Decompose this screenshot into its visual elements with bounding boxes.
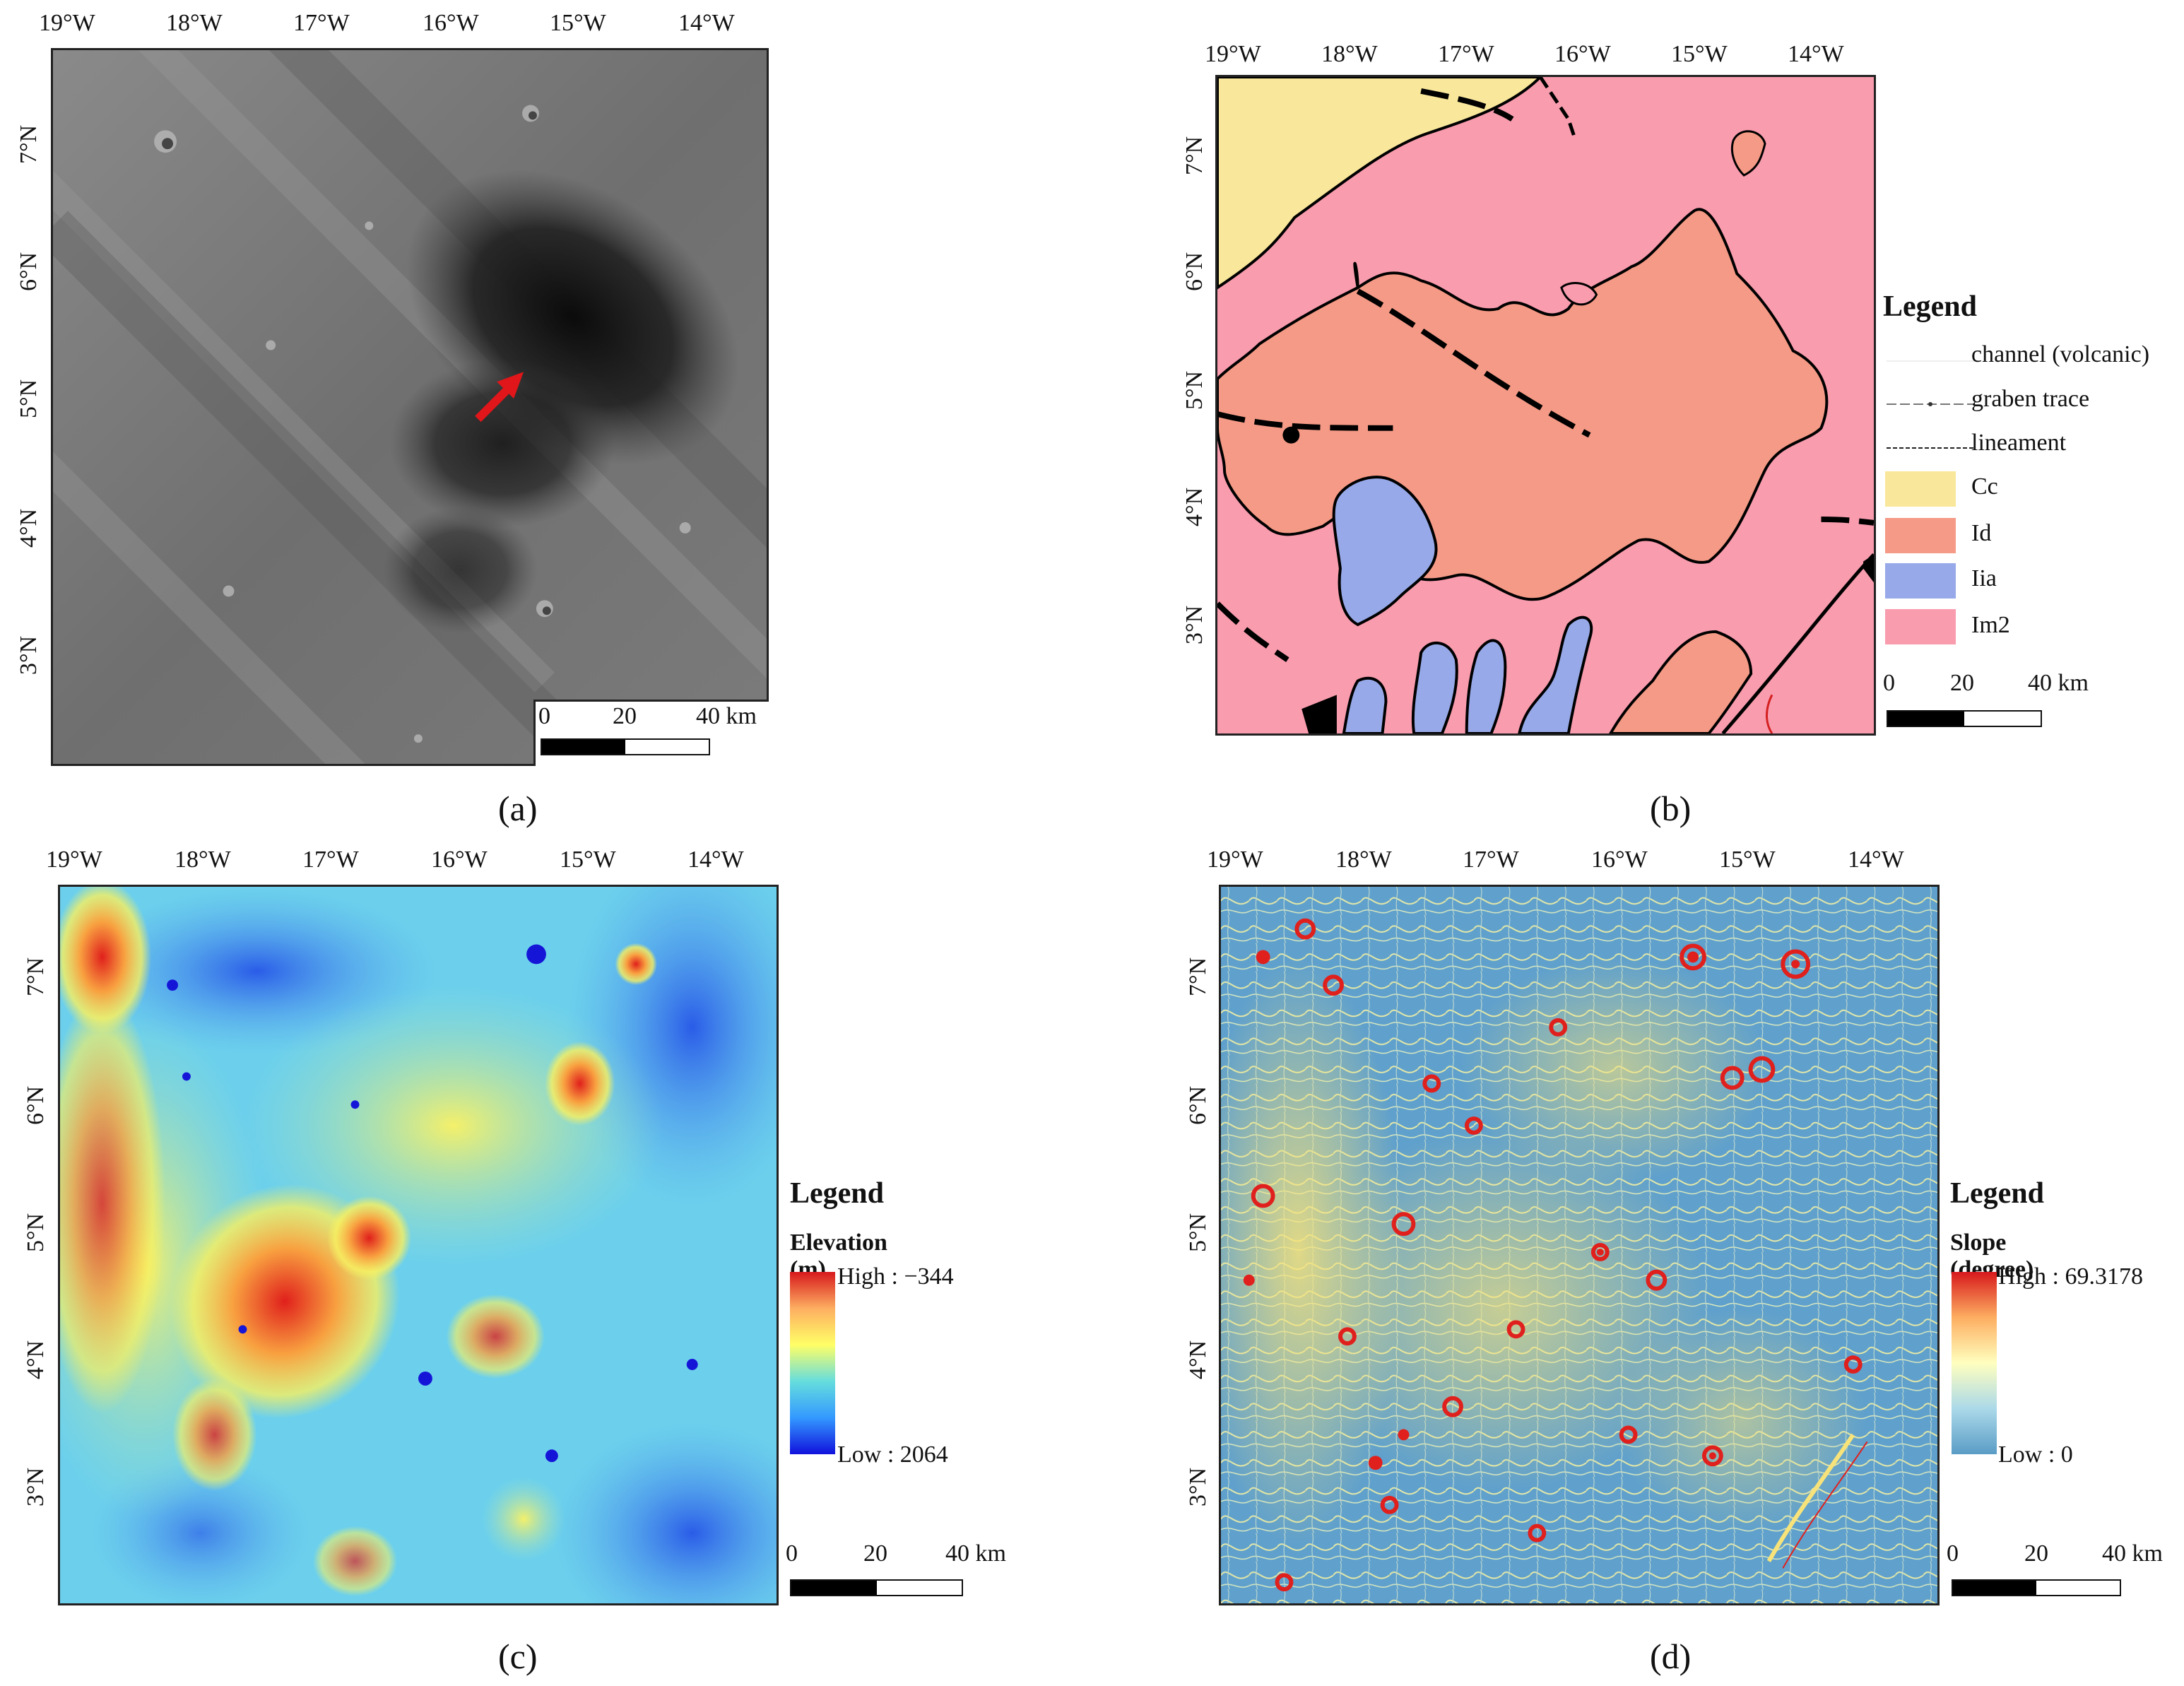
- lat-label: 4°N: [1181, 487, 1208, 526]
- scale-mid: 20: [863, 1540, 887, 1567]
- lat-label: 3°N: [1181, 605, 1208, 644]
- lon-label: 19°W: [46, 847, 102, 873]
- lat-label: 5°N: [1181, 370, 1208, 410]
- lon-label: 14°W: [687, 847, 744, 873]
- legend-high: High : −344: [837, 1263, 954, 1290]
- lat-label: 4°N: [16, 508, 42, 548]
- geologic-units-svg: [1217, 77, 1874, 733]
- lon-label: 16°W: [1591, 847, 1648, 873]
- lon-label: 17°W: [302, 847, 359, 873]
- scale-zero: 0: [786, 1540, 798, 1567]
- elevation-color-ramp: [790, 1272, 835, 1454]
- legend-line-graben: graben trace: [1971, 386, 2090, 412]
- elevation-raster: [60, 887, 777, 1603]
- scale-end: 40 km: [945, 1540, 1006, 1567]
- lat-label: 7°N: [1185, 957, 1211, 996]
- legend-line-lineament: lineament: [1971, 430, 2067, 456]
- graben-line-icon: [1887, 402, 1975, 406]
- legend-unit-im2: Im2: [1971, 612, 2010, 638]
- legend-title: Legend: [1883, 290, 1978, 323]
- scale-end: 40 km: [696, 703, 757, 729]
- lat-label: 7°N: [23, 957, 49, 996]
- lon-label: 18°W: [166, 10, 223, 36]
- scale-zero: 0: [1947, 1540, 1959, 1567]
- lat-label: 6°N: [23, 1085, 49, 1125]
- lon-label: 15°W: [1719, 847, 1776, 873]
- lon-label: 15°W: [1671, 41, 1728, 67]
- panel-a-image: [51, 48, 769, 766]
- scale-zero: 0: [1883, 670, 1895, 696]
- lat-label: 6°N: [1181, 252, 1208, 291]
- lon-label: 18°W: [175, 847, 231, 873]
- legend-line-channel: channel (volcanic): [1971, 341, 2150, 367]
- scale-bar: [1887, 710, 2042, 727]
- lat-label: 6°N: [1185, 1085, 1211, 1125]
- scale-bar: [1952, 1579, 2121, 1596]
- lon-label: 17°W: [1438, 41, 1494, 67]
- legend-unit-iia: Iia: [1971, 565, 1997, 591]
- legend-low: Low : 2064: [837, 1442, 948, 1468]
- swatch-id: [1885, 518, 1956, 553]
- lunar-surface-image: [53, 50, 767, 764]
- lon-label: 17°W: [293, 10, 350, 36]
- lat-label: 5°N: [1185, 1213, 1211, 1252]
- lon-label: 15°W: [560, 847, 616, 873]
- lon-label: 19°W: [39, 10, 95, 36]
- lat-label: 3°N: [23, 1467, 49, 1507]
- lon-label: 14°W: [1788, 41, 1844, 67]
- lat-label: 3°N: [1185, 1467, 1211, 1507]
- scale-bar: [541, 738, 710, 755]
- slope-color-ramp: [1952, 1272, 1997, 1454]
- slope-map: [1219, 885, 1940, 1605]
- swatch-cc: [1885, 471, 1956, 507]
- caption-d: (d): [1650, 1637, 1692, 1676]
- swatch-im2: [1885, 609, 1956, 644]
- lon-label: 19°W: [1207, 847, 1263, 873]
- lineament-line-icon: [1887, 447, 1975, 449]
- geologic-map: [1215, 75, 1876, 736]
- legend-unit-id: Id: [1971, 520, 1992, 546]
- lon-label: 15°W: [550, 10, 606, 36]
- lon-label: 14°W: [678, 10, 735, 36]
- swatch-iia: [1885, 563, 1956, 599]
- scale-end: 40 km: [2028, 670, 2089, 696]
- lon-label: 16°W: [431, 847, 488, 873]
- lon-label: 18°W: [1335, 847, 1392, 873]
- lon-label: 18°W: [1321, 41, 1378, 67]
- caption-c: (c): [498, 1637, 538, 1676]
- lat-label: 3°N: [16, 635, 42, 675]
- lat-label: 7°N: [16, 124, 42, 164]
- lon-label: 16°W: [423, 10, 479, 36]
- lon-label: 14°W: [1848, 847, 1904, 873]
- caption-b: (b): [1650, 789, 1692, 828]
- legend-title: Legend: [790, 1177, 885, 1210]
- scale-mid: 20: [2024, 1540, 2048, 1567]
- elevation-map: [58, 885, 779, 1605]
- legend-high: High : 69.3178: [1998, 1263, 2143, 1290]
- legend-low: Low : 0: [1998, 1442, 2073, 1468]
- legend-unit-cc: Cc: [1971, 473, 1998, 500]
- scale-mid: 20: [613, 703, 637, 729]
- scale-bar: [790, 1579, 963, 1596]
- lat-label: 5°N: [16, 379, 42, 418]
- channel-line-icon: [1887, 360, 1975, 362]
- lat-label: 7°N: [1181, 136, 1208, 175]
- caption-a: (a): [498, 789, 538, 828]
- lon-label: 19°W: [1205, 41, 1261, 67]
- slope-raster: [1221, 887, 1937, 1603]
- scale-mid: 20: [1950, 670, 1974, 696]
- lat-label: 5°N: [23, 1213, 49, 1252]
- lon-label: 16°W: [1554, 41, 1611, 67]
- lat-label: 6°N: [16, 252, 42, 291]
- lon-label: 17°W: [1463, 847, 1519, 873]
- legend-title: Legend: [1950, 1177, 2045, 1210]
- lat-label: 4°N: [23, 1340, 49, 1379]
- scale-zero: 0: [538, 703, 550, 729]
- scale-end: 40 km: [2102, 1540, 2163, 1567]
- lat-label: 4°N: [1185, 1340, 1211, 1379]
- location-arrow-icon: [475, 372, 524, 423]
